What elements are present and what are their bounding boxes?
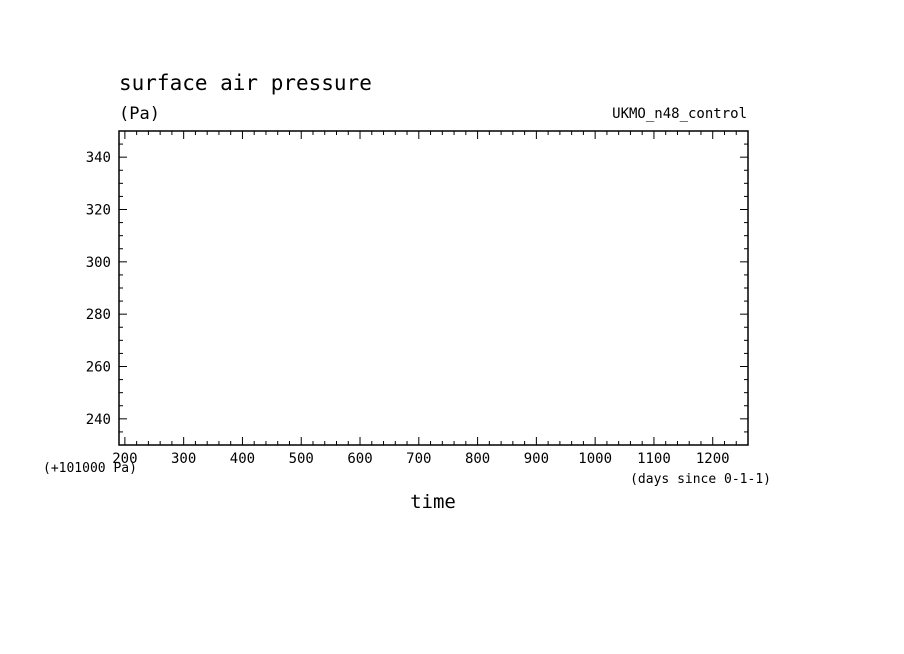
x-unit-note: (days since 0-1-1) bbox=[630, 472, 771, 487]
x-tick-label: 1100 bbox=[637, 451, 671, 467]
x-tick-label: 400 bbox=[230, 451, 255, 467]
chart-title: surface air pressure bbox=[119, 71, 372, 95]
axis-ticks bbox=[119, 130, 749, 446]
plot-frame bbox=[118, 130, 749, 446]
x-axis-label: time bbox=[410, 491, 456, 513]
x-tick-label: 700 bbox=[406, 451, 431, 467]
x-tick-labels: 200 300 400 500 600 700 800 900 1000 1100 1200 bbox=[112, 451, 729, 467]
x-tick-label: 1000 bbox=[578, 451, 612, 467]
y-tick-label: 280 bbox=[86, 307, 111, 323]
y-tick-label: 320 bbox=[86, 203, 111, 219]
y-tick-label: 240 bbox=[86, 412, 111, 428]
y-tick-labels: 240 260 280 300 320 340 bbox=[86, 150, 111, 428]
x-tick-label: 800 bbox=[465, 451, 490, 467]
x-tick-label: 300 bbox=[171, 451, 196, 467]
y-tick-label: 260 bbox=[86, 360, 111, 376]
x-tick-label: 1200 bbox=[696, 451, 730, 467]
units-label: (Pa) bbox=[119, 104, 160, 124]
x-tick-label: 600 bbox=[347, 451, 372, 467]
y-tick-label: 340 bbox=[86, 150, 111, 166]
y-offset-note: (+101000 Pa) bbox=[43, 461, 137, 476]
dataset-label: UKMO_n48_control bbox=[612, 106, 747, 122]
x-tick-label: 200 bbox=[112, 451, 137, 467]
x-tick-label: 900 bbox=[524, 451, 549, 467]
y-tick-label: 300 bbox=[86, 255, 111, 271]
x-tick-label: 500 bbox=[289, 451, 314, 467]
